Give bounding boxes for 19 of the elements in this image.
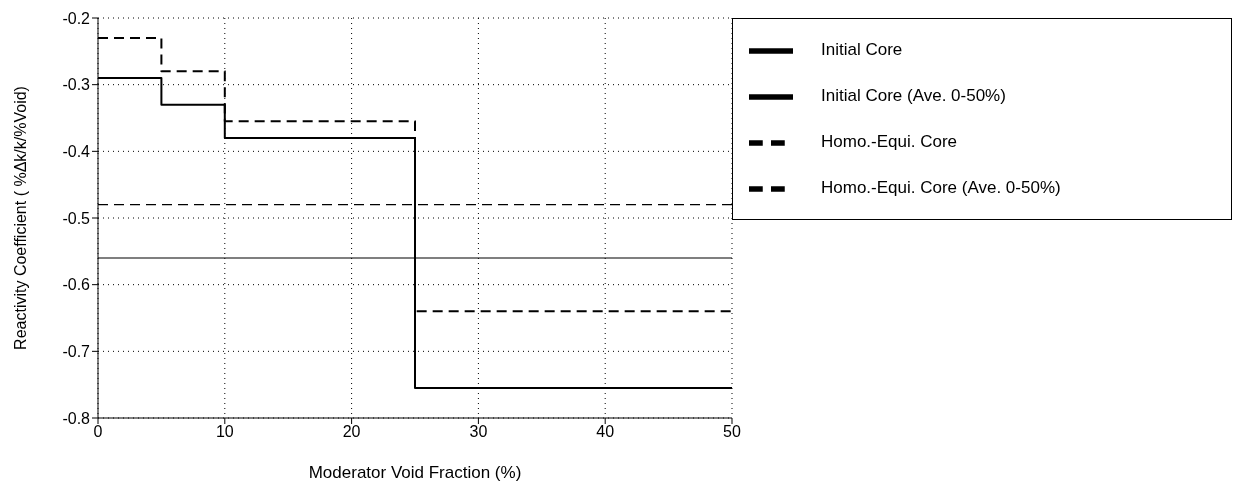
y-tick-label: -0.3 [62, 76, 91, 94]
legend-label: Homo.-Equi. Core [821, 132, 958, 151]
x-tick-label: 10 [215, 423, 234, 441]
legend-label: Initial Core (Ave. 0-50%) [821, 86, 1006, 105]
y-tick-label: -0.4 [62, 143, 91, 161]
x-tick-label: 0 [93, 423, 103, 441]
x-tick-label: 50 [723, 423, 741, 441]
y-tick-label: -0.7 [62, 343, 91, 361]
legend-label: Initial Core [821, 40, 903, 59]
y-tick-label: -0.6 [62, 276, 91, 294]
y-tick-label: -0.5 [62, 209, 91, 227]
y-tick-label: -0.2 [62, 9, 91, 27]
x-tick-label: 20 [342, 423, 361, 441]
legend-label: Homo.-Equi. Core (Ave. 0-50%) [821, 178, 1061, 197]
x-axis-title: Moderator Void Fraction (%) [308, 463, 522, 482]
y-tick-label: -0.8 [62, 409, 91, 427]
x-tick-label: 40 [596, 423, 615, 441]
x-tick-label: 30 [469, 423, 488, 441]
y-axis-title: Reactivity Coefficient ( %Δk/k/%Void) [11, 86, 29, 350]
